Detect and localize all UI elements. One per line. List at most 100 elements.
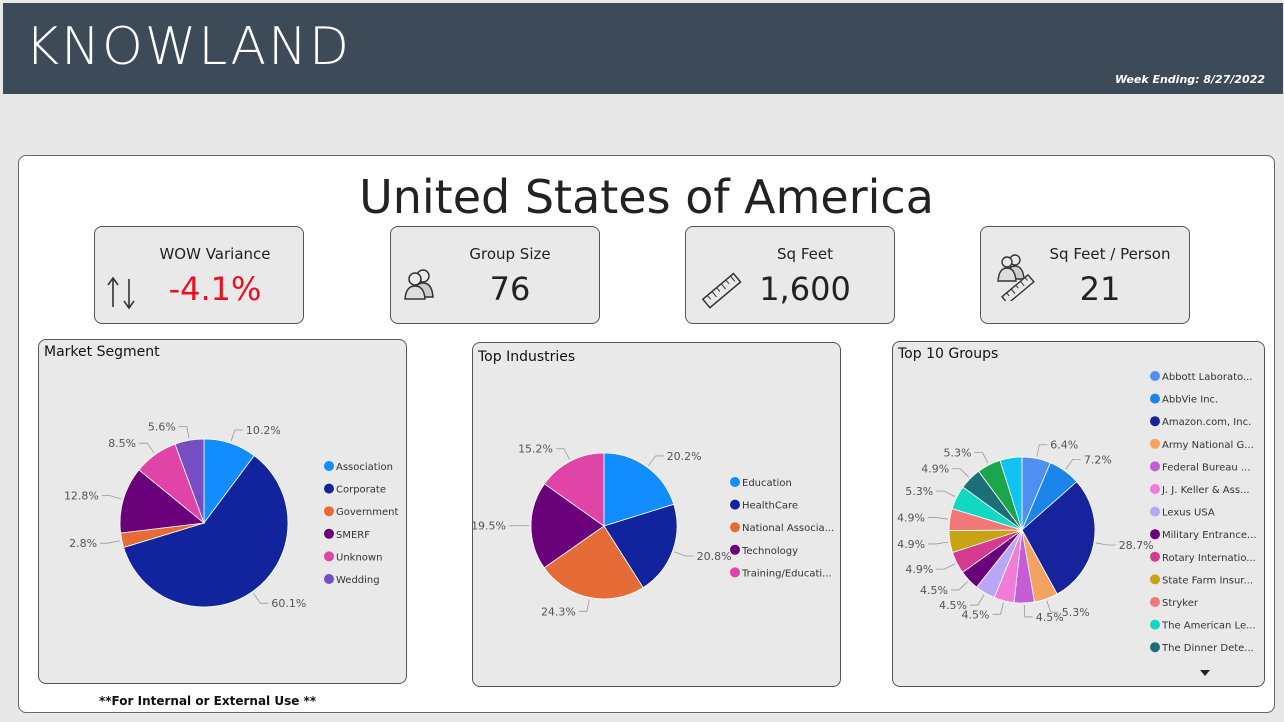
- pie-slice[interactable]: [1021, 481, 1096, 595]
- leader-line: [950, 581, 968, 591]
- legend-marker: [1150, 551, 1160, 562]
- logo: KNOWLAND: [25, 17, 352, 77]
- kpi-sq-feet-per-person[interactable]: Sq Feet / Person 21: [980, 226, 1190, 324]
- legend-item[interactable]: Army National G...: [1162, 440, 1254, 451]
- kpi-value: 1,600: [759, 270, 851, 308]
- market-segment-panel: Market Segment 10.2% 60.1% 2.8% 12.8% 8.5% 5.…: [38, 339, 407, 684]
- legend-marker: [730, 567, 740, 578]
- pie-slice[interactable]: [999, 456, 1023, 531]
- legend-item[interactable]: Wedding: [336, 575, 380, 586]
- leader-line: [952, 468, 970, 478]
- leader-line: [928, 541, 949, 545]
- kpi-sq-feet[interactable]: Sq Feet 1,600: [685, 226, 895, 324]
- legend-item[interactable]: HealthCare: [742, 501, 798, 512]
- data-label: 5.3%: [944, 446, 972, 459]
- kpi-value: -4.1%: [168, 270, 262, 308]
- legend-marker: [324, 461, 334, 471]
- legend-marker: [1150, 416, 1160, 427]
- legend-marker: [1150, 619, 1160, 630]
- top-10-groups-panel: Top 10 Groups 6.4% 7.2% 28.7% 5.3% 4.5% 4.5% 4…: [892, 341, 1265, 687]
- panel-title: Market Segment: [44, 344, 160, 360]
- leader-line: [230, 429, 243, 442]
- legend-item[interactable]: Amazon.com, Inc.: [1162, 417, 1251, 428]
- legend-item[interactable]: National Associa...: [742, 523, 834, 534]
- leader-line: [969, 594, 985, 606]
- market-segment-pie-chart[interactable]: 10.2% 60.1% 2.8% 12.8% 8.5% 5.6% Association Co…: [39, 340, 408, 685]
- legend-item[interactable]: J. J. Keller & Ass...: [1161, 485, 1250, 496]
- page-title: United States of America: [359, 170, 934, 224]
- legend-item[interactable]: Government: [336, 507, 398, 518]
- legend-marker: [1150, 597, 1160, 607]
- panel-title: Top Industries: [478, 349, 576, 365]
- leader-line: [1095, 542, 1116, 546]
- legend-marker: [1150, 438, 1160, 449]
- legend-item[interactable]: Rotary Internatio...: [1162, 553, 1256, 564]
- people-icon: [404, 269, 434, 300]
- legend-marker: [324, 506, 334, 517]
- data-label: 5.6%: [148, 421, 176, 434]
- kpi-title: Sq Feet / Person: [1049, 245, 1171, 263]
- legend-item[interactable]: Federal Bureau ...: [1162, 462, 1250, 473]
- legend-item[interactable]: Lexus USA: [1162, 508, 1215, 519]
- data-label: 4.9%: [897, 511, 925, 524]
- legend-marker: [1150, 642, 1160, 653]
- legend-marker: [1150, 506, 1160, 517]
- pie-slice[interactable]: [603, 452, 675, 527]
- legend-marker: [324, 528, 334, 539]
- legend-item[interactable]: Corporate: [336, 485, 386, 496]
- data-label: 2.8%: [69, 537, 97, 550]
- data-label: 20.2%: [667, 450, 702, 463]
- data-label: 5.3%: [905, 485, 933, 498]
- legend-marker: [324, 483, 334, 494]
- header-bar: KNOWLAND Week Ending: 8/27/2022: [3, 3, 1283, 94]
- top-industries-pie-chart[interactable]: 20.2% 20.8% 24.3% 19.5% 15.2% Education Health…: [473, 343, 842, 688]
- data-label: 8.5%: [108, 437, 136, 450]
- panel-title: Top 10 Groups: [898, 346, 999, 362]
- legend-marker: [730, 477, 740, 487]
- legend-marker: [730, 522, 740, 533]
- report-card: United States of America WOW Variance -4…: [18, 155, 1275, 713]
- data-label: 10.2%: [246, 424, 281, 437]
- kpi-group-size[interactable]: Group Size 76: [390, 226, 600, 324]
- leader-line: [100, 540, 120, 544]
- leader-line: [101, 495, 122, 500]
- leader-line: [674, 551, 694, 557]
- data-label: 4.5%: [1036, 611, 1064, 624]
- legend-scroll-down-icon[interactable]: [1198, 668, 1212, 678]
- pie-slice[interactable]: [119, 469, 205, 534]
- data-label: 15.2%: [518, 443, 553, 456]
- pie-slice[interactable]: [123, 455, 289, 608]
- data-label: 6.4%: [1050, 439, 1078, 452]
- pie-slice[interactable]: [543, 452, 605, 527]
- legend-item[interactable]: Unknown: [336, 552, 382, 563]
- leader-line: [927, 517, 948, 520]
- legend-item[interactable]: Training/Educati...: [741, 568, 832, 579]
- legend-item[interactable]: Education: [742, 478, 792, 489]
- leader-line: [648, 455, 664, 466]
- leader-line: [1036, 444, 1048, 457]
- legend-item[interactable]: SMERF: [336, 530, 370, 541]
- pie-slice[interactable]: [543, 525, 644, 600]
- leader-line: [992, 602, 1004, 615]
- pie-slice[interactable]: [530, 483, 605, 569]
- footnote: **For Internal or External Use **: [99, 694, 317, 708]
- legend-item[interactable]: Stryker: [1162, 598, 1199, 609]
- pie-slice[interactable]: [603, 503, 678, 589]
- leader-line: [556, 448, 570, 460]
- legend-item[interactable]: Military Entrance...: [1162, 530, 1257, 541]
- data-label: 4.9%: [921, 463, 949, 476]
- kpi-wow-variance[interactable]: WOW Variance -4.1%: [94, 226, 304, 324]
- legend-item[interactable]: The American Le...: [1161, 621, 1256, 632]
- top-10-groups-pie-chart[interactable]: 6.4%7.2%28.7%5.3%4.5%4.5%4.5%4.5%4.9%4.9…: [893, 342, 1266, 688]
- legend-item[interactable]: Abbott Laborato...: [1162, 372, 1252, 383]
- legend-marker: [1150, 371, 1160, 381]
- legend-item[interactable]: The Dinner Dete...: [1161, 643, 1254, 654]
- leader-line: [936, 490, 956, 497]
- pie-slice[interactable]: [174, 438, 205, 524]
- people-ruler-icon: [997, 254, 1035, 301]
- legend-item[interactable]: Association: [336, 462, 393, 473]
- legend-item[interactable]: AbbVie Inc.: [1162, 395, 1218, 406]
- data-label: 4.5%: [962, 608, 990, 621]
- legend-item[interactable]: State Farm Insur...: [1162, 575, 1253, 586]
- legend-item[interactable]: Technology: [741, 546, 798, 557]
